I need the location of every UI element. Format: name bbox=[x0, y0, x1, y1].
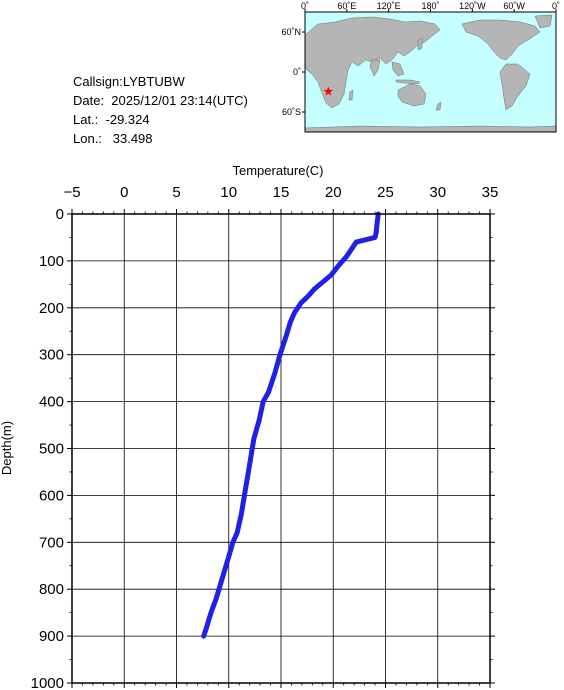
land-greenland bbox=[534, 14, 553, 29]
x-tick-label: 10 bbox=[220, 184, 237, 201]
y-tick-label: 0 bbox=[56, 206, 64, 223]
callsign-label: Callsign:LYBTUBW bbox=[73, 74, 185, 89]
map-lon-label: 120˚W bbox=[459, 1, 486, 11]
lon-label: Lon.: 33.498 bbox=[73, 131, 153, 146]
location-marker bbox=[323, 86, 334, 96]
y-axis-label: Depth(m) bbox=[0, 421, 14, 475]
land-indonesia bbox=[395, 79, 421, 85]
y-tick-label: 700 bbox=[39, 534, 64, 551]
land-australia bbox=[397, 83, 427, 107]
land-japan bbox=[417, 37, 423, 51]
map-lat-label: 60˚S bbox=[282, 107, 301, 117]
map-labels: 0˚ 60˚E 120˚E 180˚ 120˚W 60˚W 0˚ 60˚N 0˚ 60˚S bbox=[281, 1, 560, 117]
y-tick-label: 500 bbox=[39, 441, 64, 458]
y-tick-label: 600 bbox=[39, 487, 64, 504]
y-tick-label: 200 bbox=[39, 300, 64, 317]
x-tick-label: 5 bbox=[172, 184, 180, 201]
x-tick-label: 15 bbox=[273, 184, 290, 201]
land-north-america bbox=[461, 19, 541, 61]
lat-label: Lat.: -29.324 bbox=[73, 112, 150, 127]
y-tick-label: 100 bbox=[39, 253, 64, 270]
x-tick-label: −5 bbox=[63, 184, 80, 201]
map-lat-label: 0˚ bbox=[293, 67, 301, 77]
map-ticks bbox=[302, 9, 557, 113]
temperature-profile-line bbox=[201, 211, 381, 639]
land-se-asia bbox=[391, 61, 405, 77]
map-land bbox=[304, 14, 557, 133]
y-axis-ticks: 0 100 200 300 400 500 600 700 800 900 1000 bbox=[31, 206, 495, 690]
map-lon-label: 120˚E bbox=[377, 1, 401, 11]
x-axis-label: Temperature(C) bbox=[232, 163, 323, 178]
land-eurasia-africa bbox=[304, 16, 441, 109]
land-south-america bbox=[499, 63, 531, 111]
land-madagascar bbox=[348, 89, 354, 101]
map-lon-label: 60˚E bbox=[337, 1, 356, 11]
x-tick-label: 0 bbox=[120, 184, 128, 201]
y-tick-label: 1000 bbox=[31, 675, 64, 690]
x-tick-label: 30 bbox=[429, 184, 446, 201]
map-lon-label: 0˚ bbox=[301, 1, 309, 11]
map-lat-label: 60˚N bbox=[281, 27, 301, 37]
chart-grid bbox=[71, 213, 491, 684]
x-axis-ticks: −5 0 5 10 15 20 25 30 35 bbox=[63, 184, 498, 688]
map-lon-label: 180˚ bbox=[421, 1, 439, 11]
y-tick-label: 800 bbox=[39, 581, 64, 598]
y-tick-label: 400 bbox=[39, 394, 64, 411]
x-tick-label: 35 bbox=[482, 184, 499, 201]
station-info: Callsign:LYBTUBW Date: 2025/12/01 23:14(… bbox=[73, 72, 248, 148]
land-nz bbox=[435, 101, 442, 111]
date-label: Date: 2025/12/01 23:14(UTC) bbox=[73, 93, 248, 108]
y-tick-label: 300 bbox=[39, 347, 64, 364]
x-tick-label: 25 bbox=[377, 184, 394, 201]
land-india bbox=[369, 59, 381, 77]
map-lon-label: 0˚ bbox=[552, 1, 560, 11]
y-tick-label: 900 bbox=[39, 628, 64, 645]
map-lon-label: 60˚W bbox=[503, 1, 525, 11]
x-tick-label: 20 bbox=[325, 184, 342, 201]
